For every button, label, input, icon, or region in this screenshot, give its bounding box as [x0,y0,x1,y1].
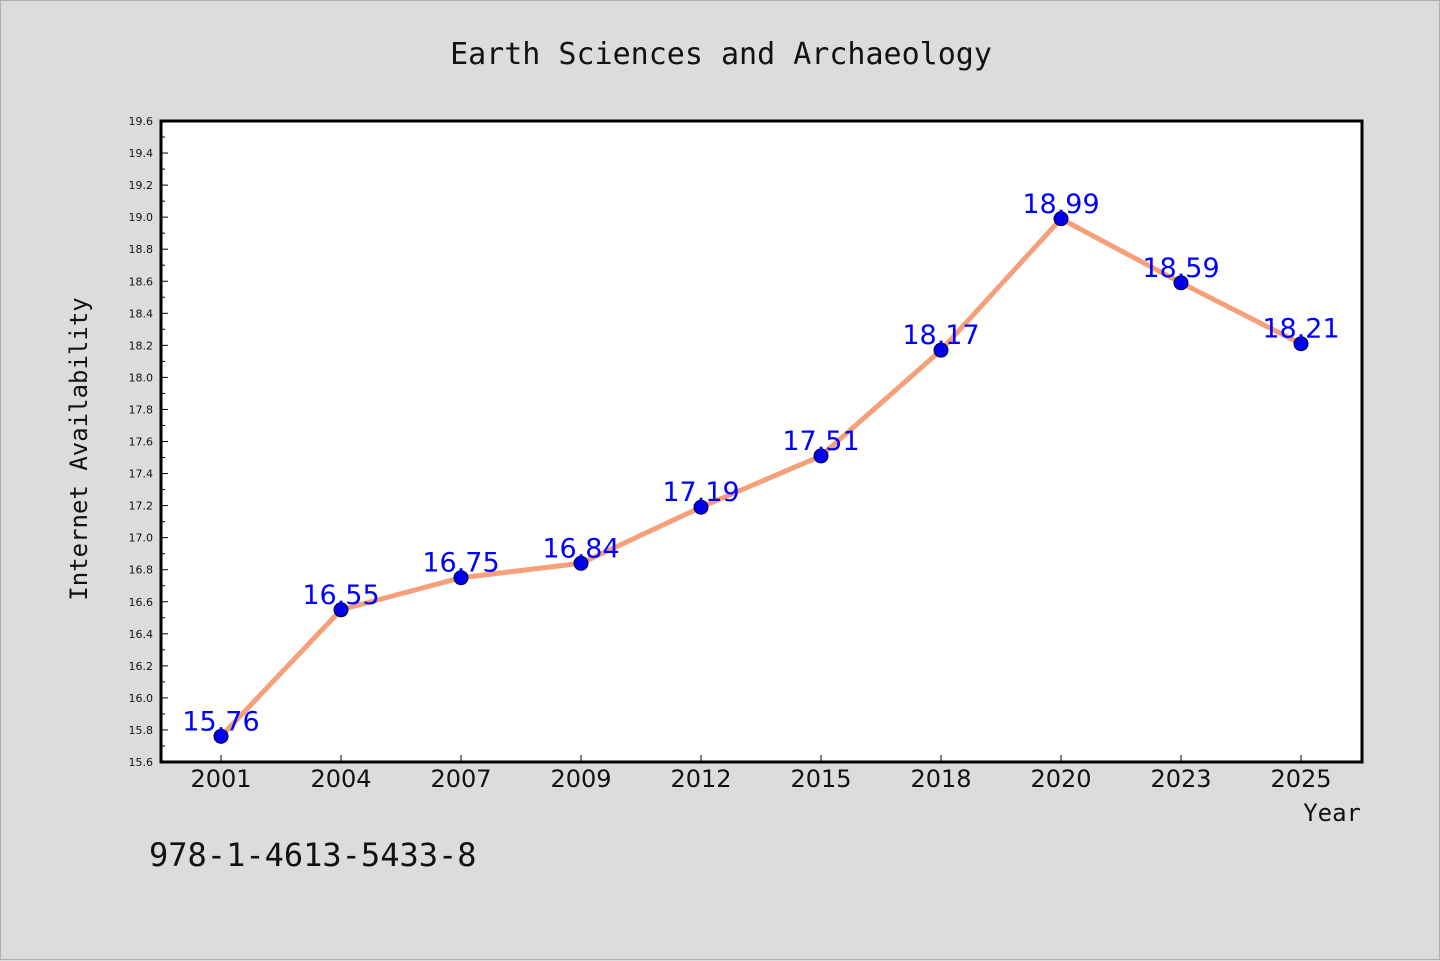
data-label: 18.17 [902,320,979,351]
y-tick-label: 18.2 [129,339,154,352]
data-point [693,499,709,515]
y-tick-label: 16.0 [129,692,154,705]
y-tick-label: 15.6 [129,756,154,769]
y-tick-label: 15.8 [129,724,154,737]
x-tick-label: 2018 [910,765,971,793]
isbn-label: 978-1-4613-5433-8 [149,836,477,874]
data-point [213,728,229,744]
plot-area [159,119,1364,764]
data-point [1053,211,1069,227]
data-label: 16.84 [542,533,619,564]
x-axis-title: Year [1303,799,1361,827]
data-point [1173,275,1189,291]
data-markers [213,211,1309,744]
data-point [453,570,469,586]
y-tick-label: 18.4 [129,307,154,320]
x-tick-label: 2001 [190,765,251,793]
y-tick-label: 16.2 [129,660,154,673]
chart-title: Earth Sciences and Archaeology [450,37,992,72]
y-tick-label: 18.6 [129,275,154,288]
y-axis-title: Internet Availability [65,297,93,600]
y-tick-label: 16.4 [129,628,154,641]
x-tick-label: 2009 [550,765,611,793]
x-tick-label: 2023 [1150,765,1211,793]
x-tick-label: 2004 [310,765,371,793]
y-tick-label: 19.4 [129,147,154,160]
data-label: 15.76 [182,706,259,737]
x-tick-label: 2012 [670,765,731,793]
data-label: 18.21 [1262,314,1339,345]
data-label: 18.59 [1142,253,1219,284]
y-tick-label: 17.8 [129,403,154,416]
data-point [813,448,829,464]
series-line [218,216,1304,739]
y-axis: 15.6 15.8 16.0 16.2 16.4 16.6 16.8 17.0 17.2 17.4… [129,115,168,769]
data-label: 18.99 [1022,189,1099,220]
series-line-group [218,216,1304,739]
data-point [933,342,949,358]
y-tick-label: 17.2 [129,500,154,513]
y-tick-label: 17.0 [129,532,154,545]
y-tick-label: 18.0 [129,371,154,384]
data-label: 16.55 [302,580,379,611]
x-tick-label: 2007 [430,765,491,793]
data-labels: 15.76 16.55 16.75 16.84 17.19 17.51 18.17 18.99… [182,189,1339,738]
y-tick-label: 19.6 [129,115,154,128]
y-tick-label: 19.0 [129,211,154,224]
y-tick-label: 16.6 [129,596,154,609]
y-tick-label: 17.4 [129,468,154,481]
x-tick-label: 2015 [790,765,851,793]
y-tick-label: 16.8 [129,564,154,577]
y-tick-label: 19.2 [129,179,154,192]
data-label: 16.75 [422,548,499,579]
y-tick-label: 18.8 [129,243,154,256]
data-point [1293,336,1309,352]
x-axis: 2001 2004 2007 2009 2012 2015 2018 2020 2023 2025 [190,755,1332,793]
data-point [333,602,349,618]
data-point [573,555,589,571]
y-tick-label: 17.6 [129,436,154,449]
data-label: 17.19 [662,477,739,508]
x-tick-label: 2025 [1270,765,1331,793]
x-tick-label: 2020 [1030,765,1091,793]
data-label: 17.51 [782,426,859,457]
